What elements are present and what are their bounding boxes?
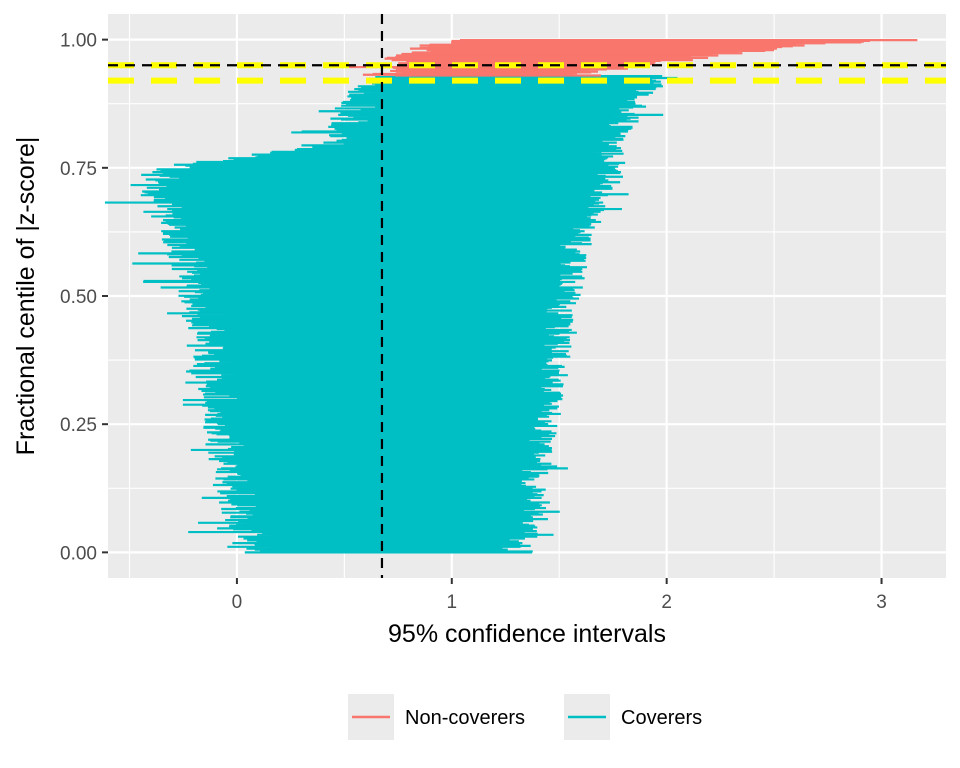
legend-label-noncoverers: Non-coverers bbox=[405, 707, 525, 729]
y-tick-label: 0.25 bbox=[60, 415, 97, 436]
coverers-intervals bbox=[104, 75, 678, 554]
x-tick-label: 2 bbox=[661, 592, 672, 613]
y-tick-label: 1.00 bbox=[60, 31, 97, 52]
x-axis: 0 1 2 3 bbox=[232, 578, 887, 613]
x-axis-label: 95% confidence intervals bbox=[388, 620, 666, 648]
y-axis-label: Fractional centile of |z-score| bbox=[12, 137, 40, 456]
reference-lines bbox=[108, 14, 946, 578]
y-tick-label: 0.00 bbox=[60, 543, 97, 564]
x-tick-label: 0 bbox=[232, 592, 243, 613]
legend-label-coverers: Coverers bbox=[621, 707, 702, 729]
y-tick-label: 0.75 bbox=[60, 159, 97, 180]
x-tick-label: 1 bbox=[447, 592, 458, 613]
noncoverers-intervals bbox=[348, 39, 918, 77]
x-tick-label: 3 bbox=[876, 592, 887, 613]
y-tick-label: 0.50 bbox=[60, 287, 97, 308]
y-axis: 0.00 0.25 0.50 0.75 1.00 bbox=[60, 31, 108, 564]
legend: Non-coverers Coverers bbox=[348, 694, 702, 740]
